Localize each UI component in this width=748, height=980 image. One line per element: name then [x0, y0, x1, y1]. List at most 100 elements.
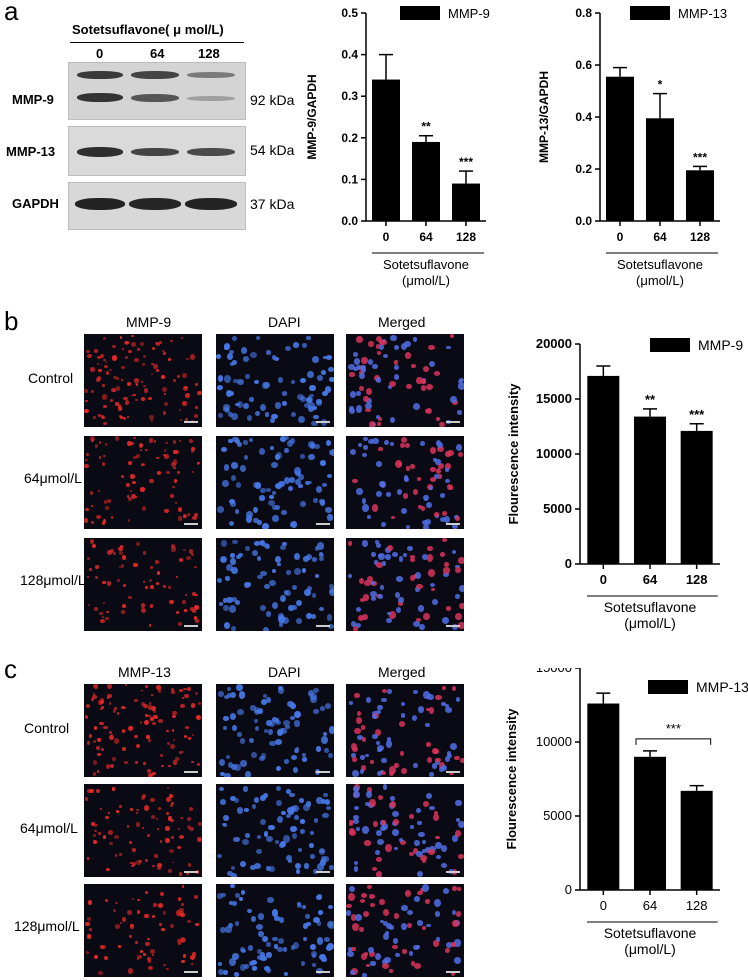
cell-mark [141, 603, 146, 608]
cell-mark [148, 702, 152, 705]
bar-0 [372, 79, 400, 221]
cell-mark [194, 895, 199, 900]
cell-mark [184, 609, 187, 612]
significance-label: ** [645, 392, 656, 407]
cell-mark [268, 824, 275, 830]
cell-mark [456, 697, 461, 702]
cell-mark [132, 436, 136, 440]
cell-mark [162, 911, 166, 915]
cell-mark [327, 366, 334, 372]
cell-mark [366, 576, 373, 582]
cell-mark [286, 440, 293, 447]
y-tick-label: 15000 [536, 391, 572, 406]
cell-mark [223, 694, 229, 699]
cell-mark [119, 335, 123, 339]
cell-mark [150, 716, 154, 721]
cell-mark [165, 837, 170, 844]
cell-mark [181, 600, 186, 604]
cell-mark [231, 865, 236, 870]
cell-mark [416, 807, 422, 813]
cell-mark [418, 706, 425, 713]
cell-mark [245, 373, 251, 380]
cell-mark [426, 923, 431, 928]
cell-mark [354, 727, 361, 734]
cell-mark [443, 571, 449, 577]
cell-mark [112, 709, 117, 713]
cell-mark [223, 604, 229, 612]
cell-mark [216, 354, 222, 360]
cell-mark [392, 810, 399, 817]
cell-mark [230, 872, 238, 877]
cell-mark [253, 863, 261, 870]
cell-mark [285, 346, 292, 351]
cell-mark [104, 726, 108, 730]
cell-mark [261, 698, 268, 705]
cell-mark [435, 911, 441, 917]
cell-mark [104, 955, 108, 960]
scale-bar [184, 421, 198, 423]
cell-mark [174, 479, 178, 483]
blot-row-label-gapdh: GAPDH [12, 196, 59, 211]
cell-mark [182, 373, 188, 378]
cell-mark [364, 579, 371, 586]
cell-mark [309, 393, 314, 398]
y-tick-label: 0.8 [575, 6, 592, 20]
chart-mmp13-fluorescence: 0 5000 10000 15000 Flourescence intensity 0 64… [504, 668, 748, 957]
cell-mark [171, 861, 175, 864]
cell-mark [346, 903, 352, 909]
cell-mark [181, 903, 185, 907]
cell-mark [225, 563, 233, 571]
cell-mark [247, 945, 254, 951]
scale-bar [316, 871, 330, 873]
cell-mark [375, 540, 380, 544]
cell-mark [423, 612, 431, 621]
cell-mark [94, 725, 98, 730]
cell-mark [315, 546, 320, 551]
cell-mark [192, 515, 197, 520]
cell-mark [294, 552, 301, 560]
cell-mark [191, 471, 194, 474]
cell-mark [186, 816, 191, 822]
cell-mark [142, 363, 145, 367]
scale-bar [184, 971, 198, 973]
cell-mark [319, 556, 324, 561]
cell-mark [181, 751, 184, 754]
cell-mark [156, 684, 161, 690]
cell-mark [104, 506, 110, 510]
cell-mark [160, 754, 163, 758]
micro-c-col-merged: Merged [378, 664, 426, 680]
cell-mark [118, 852, 123, 857]
cell-mark [234, 893, 241, 898]
cell-mark [410, 363, 416, 369]
cell-mark [443, 516, 450, 524]
cell-mark [349, 372, 355, 377]
cell-mark [183, 687, 187, 691]
cell-mark [353, 626, 359, 631]
cell-mark [325, 354, 332, 361]
cell-mark [195, 593, 198, 597]
x-axis-label: Sotetsuflavone [604, 925, 697, 941]
cell-mark [183, 386, 189, 392]
cell-mark [370, 961, 376, 966]
micrograph-tile [84, 436, 202, 529]
cell-mark [396, 606, 402, 613]
cell-mark [131, 861, 137, 866]
cell-mark [348, 700, 354, 705]
cell-mark [351, 621, 357, 627]
cell-mark [309, 384, 317, 392]
cell-mark [196, 462, 199, 466]
cell-mark [328, 376, 334, 383]
cell-mark [284, 477, 290, 484]
cell-mark [260, 488, 266, 493]
cell-mark [304, 863, 309, 869]
cell-mark [353, 358, 360, 365]
cell-mark [312, 405, 317, 410]
cell-mark [114, 402, 120, 406]
cell-mark [392, 828, 399, 836]
cell-mark [115, 810, 119, 813]
cell-mark [389, 796, 395, 801]
cell-mark [365, 963, 371, 968]
cell-mark [135, 822, 141, 827]
cell-mark [234, 600, 241, 606]
cell-mark [317, 542, 325, 550]
